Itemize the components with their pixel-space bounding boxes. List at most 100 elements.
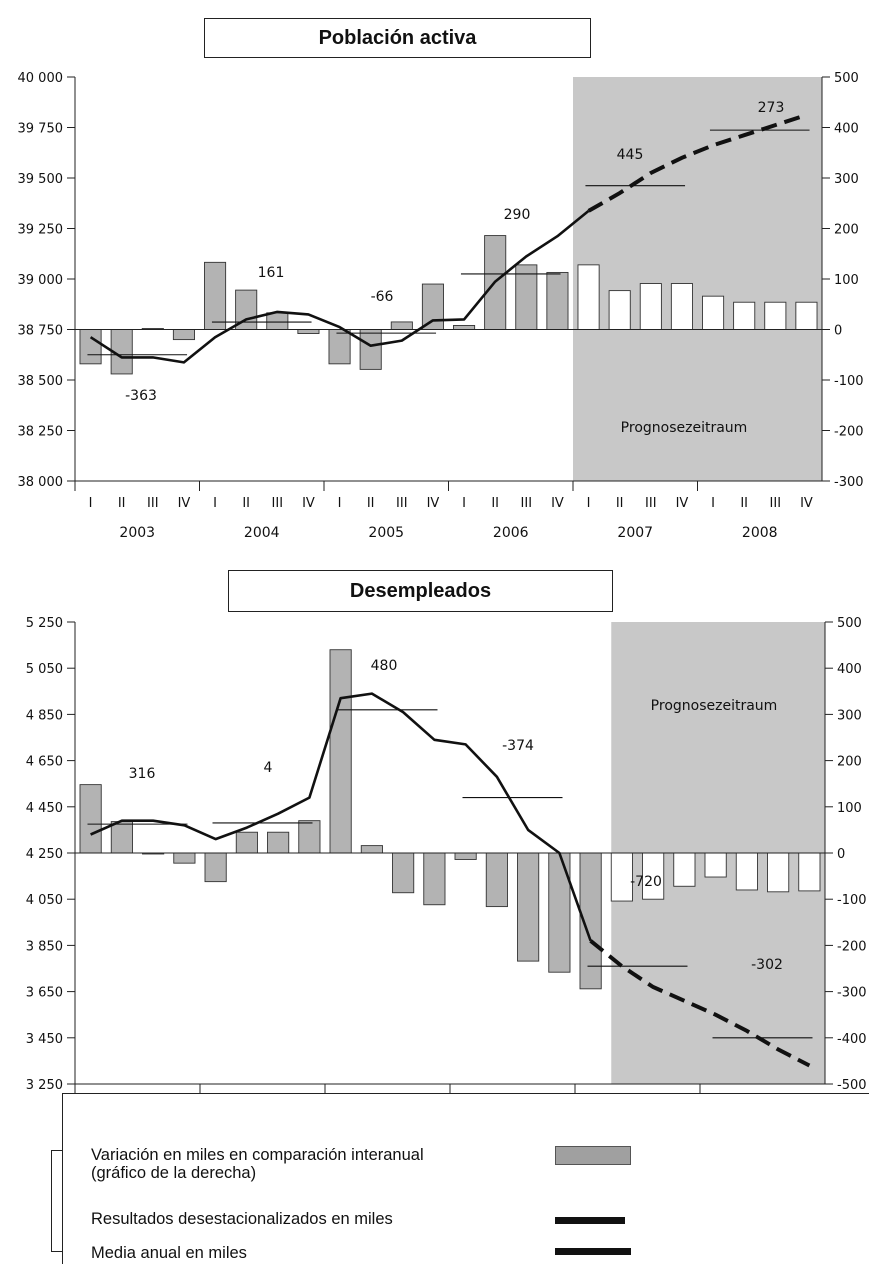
year-label: 2007 <box>617 525 653 541</box>
annual-mean-label: -363 <box>125 388 157 404</box>
change-bar <box>360 845 383 854</box>
change-bar <box>670 283 693 330</box>
right-tick-label: -400 <box>837 1032 867 1047</box>
left-tick-label: 5 250 <box>26 616 63 631</box>
change-bar <box>704 852 727 878</box>
change-bar <box>673 852 696 887</box>
left-tick-label: 39 750 <box>18 122 64 137</box>
right-tick-label: 200 <box>837 755 862 770</box>
forecast-shade <box>573 77 822 481</box>
quarter-label: IV <box>178 496 191 511</box>
quarter-label: III <box>272 496 284 511</box>
year-label: 2008 <box>742 525 778 541</box>
left-tick-label: 3 650 <box>26 986 63 1001</box>
annual-mean-label: -302 <box>751 957 783 973</box>
forecast-label: Prognosezeitraum <box>621 420 748 436</box>
annual-mean-label: 290 <box>504 207 531 223</box>
change-bar <box>767 852 790 893</box>
change-bar <box>639 283 662 330</box>
change-bar <box>795 301 818 330</box>
right-tick-label: 400 <box>834 122 859 137</box>
quarter-label: II <box>616 496 624 511</box>
quarter-label: I <box>587 496 591 511</box>
quarter-label: III <box>645 496 657 511</box>
change-bar <box>390 321 413 330</box>
quarter-label: IV <box>676 496 689 511</box>
change-bar <box>329 649 352 854</box>
right-tick-label: 500 <box>837 616 862 631</box>
legend: Variación en miles en comparación intera… <box>62 1093 869 1264</box>
poblacion-activa-chart: Prognosezeitraum 38 000 38 250 38 500 38 750… <box>18 71 864 541</box>
change-bar <box>204 261 227 330</box>
annual-mean-label: -720 <box>630 874 662 890</box>
sa-line-forecast <box>589 939 811 1068</box>
change-bar <box>421 283 444 330</box>
left-tick-label: 39 500 <box>18 172 64 187</box>
right-tick-label: -200 <box>834 425 864 440</box>
right-tick-label: 400 <box>837 662 862 677</box>
quarter-label: III <box>147 496 159 511</box>
change-bar <box>392 852 415 894</box>
left-tick-label: 4 650 <box>26 755 63 770</box>
year-label: 2005 <box>368 525 404 541</box>
right-tick-label: -100 <box>837 893 867 908</box>
year-label: 2004 <box>244 525 280 541</box>
quarter-label: II <box>491 496 499 511</box>
change-bar <box>735 852 758 891</box>
right-tick-label: -300 <box>834 475 864 490</box>
change-bar <box>328 329 351 365</box>
right-tick-label: 0 <box>837 847 845 862</box>
legend-mean-label: Media anual en miles <box>91 1244 247 1262</box>
change-bar <box>798 852 821 892</box>
sa-line-forecast <box>587 113 808 213</box>
quarter-label: II <box>118 496 126 511</box>
right-tick-label: -500 <box>837 1078 867 1093</box>
legend-sa-label: Resultados desestacionalizados en miles <box>91 1210 393 1228</box>
quarter-label: IV <box>800 496 813 511</box>
legend-bars-swatch <box>555 1146 631 1165</box>
annual-mean-label: -66 <box>371 289 394 305</box>
change-bar <box>454 852 477 860</box>
right-tick-label: 0 <box>834 324 842 339</box>
quarter-label: II <box>242 496 250 511</box>
legend-sa-swatch <box>555 1217 625 1224</box>
change-bar <box>546 271 569 330</box>
left-tick-label: 3 450 <box>26 1032 63 1047</box>
quarter-label: I <box>89 496 93 511</box>
right-tick-label: -200 <box>837 939 867 954</box>
quarter-label: IV <box>551 496 564 511</box>
change-bar <box>764 301 787 330</box>
year-label: 2006 <box>493 525 529 541</box>
left-tick-label: 38 500 <box>18 374 64 389</box>
sa-line-observed <box>90 692 592 942</box>
change-bar <box>702 295 725 330</box>
right-tick-label: -300 <box>837 986 867 1001</box>
left-tick-label: 4 850 <box>26 708 63 723</box>
chart2-title: Desempleados <box>228 570 613 612</box>
left-tick-label: 4 250 <box>26 847 63 862</box>
legend-bracket <box>51 1150 64 1252</box>
legend-bars-label: Variación en miles en comparación intera… <box>91 1146 424 1182</box>
left-tick-label: 38 000 <box>18 475 64 490</box>
annual-mean-label: 480 <box>371 658 398 674</box>
change-bar <box>423 852 446 906</box>
right-tick-label: 100 <box>837 801 862 816</box>
change-bar <box>172 329 195 341</box>
right-tick-label: 300 <box>837 708 862 723</box>
annual-mean-label: -374 <box>502 738 534 754</box>
annual-mean-label: 273 <box>758 100 785 116</box>
right-tick-label: -100 <box>834 374 864 389</box>
quarter-label: I <box>213 496 217 511</box>
quarter-label: I <box>711 496 715 511</box>
left-tick-label: 39 250 <box>18 223 64 238</box>
change-bar <box>110 821 133 854</box>
change-bar <box>577 264 600 330</box>
legend-mean-swatch <box>555 1248 631 1255</box>
quarter-label: I <box>462 496 466 511</box>
change-bar <box>235 831 258 854</box>
quarter-label: III <box>396 496 408 511</box>
change-bar <box>79 784 102 854</box>
right-tick-label: 200 <box>834 223 859 238</box>
change-bar <box>297 329 320 334</box>
annual-mean-label: 161 <box>258 265 285 281</box>
